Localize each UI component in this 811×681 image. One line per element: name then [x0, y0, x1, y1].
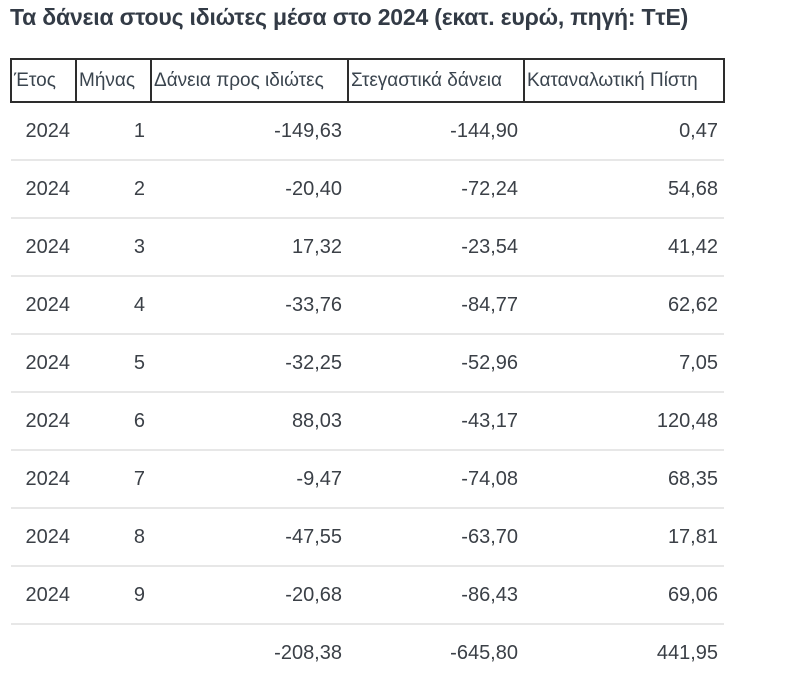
housing-loans-total-cell: -645,80 — [348, 623, 524, 681]
year-cell: 2024 — [11, 217, 76, 276]
private-loans-cell: 88,03 — [151, 391, 348, 450]
consumer-credit-cell: 69,06 — [524, 565, 724, 624]
col-header-year: Έτος — [10, 58, 77, 103]
private-loans-cell: -32,25 — [151, 333, 348, 392]
col-header-housing-loans: Στεγαστικά δάνεια — [347, 58, 525, 103]
private-loans-cell: -20,40 — [151, 159, 348, 218]
private-loans-cell: -33,76 — [151, 275, 348, 334]
private-loans-cell: -20,68 — [151, 565, 348, 624]
month-cell: 9 — [76, 565, 151, 624]
consumer-credit-total-cell: 441,95 — [524, 623, 724, 681]
table-row: 2024 8 -47,55 -63,70 17,81 — [11, 507, 724, 566]
housing-loans-cell: -72,24 — [348, 159, 524, 218]
year-cell: 2024 — [11, 507, 76, 566]
year-cell: 2024 — [11, 565, 76, 624]
month-cell: 4 — [76, 275, 151, 334]
year-cell: 2024 — [11, 449, 76, 508]
table-row: 2024 5 -32,25 -52,96 7,05 — [11, 333, 724, 392]
private-loans-cell: -9,47 — [151, 449, 348, 508]
col-header-private-loans: Δάνεια προς ιδιώτες — [150, 58, 349, 103]
housing-loans-cell: -63,70 — [348, 507, 524, 566]
consumer-credit-cell: 17,81 — [524, 507, 724, 566]
table-body: 2024 1 -149,63 -144,90 0,47 2024 2 -20,4… — [11, 102, 724, 681]
consumer-credit-cell: 41,42 — [524, 217, 724, 276]
loans-table: Έτος Μήνας Δάνεια προς ιδιώτες Στεγαστικ… — [10, 58, 725, 681]
consumer-credit-cell: 68,35 — [524, 449, 724, 508]
year-cell: 2024 — [11, 391, 76, 450]
table-row: 2024 6 88,03 -43,17 120,48 — [11, 391, 724, 450]
private-loans-cell: 17,32 — [151, 217, 348, 276]
housing-loans-cell: -52,96 — [348, 333, 524, 392]
table-row: 2024 2 -20,40 -72,24 54,68 — [11, 159, 724, 218]
housing-loans-cell: -74,08 — [348, 449, 524, 508]
month-cell: 7 — [76, 449, 151, 508]
month-cell: 2 — [76, 159, 151, 218]
month-cell: 5 — [76, 333, 151, 392]
housing-loans-cell: -23,54 — [348, 217, 524, 276]
housing-loans-cell: -144,90 — [450, 119, 518, 142]
table-row: 2024 3 17,32 -23,54 41,42 — [11, 217, 724, 276]
year-cell: 2024 — [25, 119, 71, 142]
year-cell — [11, 623, 76, 681]
table-row: 2024 9 -20,68 -86,43 69,06 — [11, 565, 724, 624]
table-row: 2024 7 -9,47 -74,08 68,35 — [11, 449, 724, 508]
private-loans-cell: -149,63 — [274, 119, 342, 142]
private-loans-total-cell: -208,38 — [151, 623, 348, 681]
consumer-credit-cell: 7,05 — [524, 333, 724, 392]
consumer-credit-cell: 120,48 — [524, 391, 724, 450]
housing-loans-cell: -84,77 — [348, 275, 524, 334]
month-cell: 8 — [76, 507, 151, 566]
page-title: Τα δάνεια στους ιδιώτες μέσα στο 2024 (ε… — [10, 4, 689, 30]
table-row: 2024 4 -33,76 -84,77 62,62 — [11, 275, 724, 334]
housing-loans-cell: -86,43 — [348, 565, 524, 624]
private-loans-cell: -47,55 — [151, 507, 348, 566]
month-cell: 6 — [76, 391, 151, 450]
year-cell: 2024 — [11, 275, 76, 334]
consumer-credit-cell: 54,68 — [524, 159, 724, 218]
header-row: Έτος Μήνας Δάνεια προς ιδιώτες Στεγαστικ… — [10, 58, 725, 103]
consumer-credit-cell: 62,62 — [524, 275, 724, 334]
year-cell: 2024 — [11, 333, 76, 392]
col-header-consumer-credit: Καταναλωτική Πίστη — [523, 58, 725, 103]
housing-loans-cell: -43,17 — [348, 391, 524, 450]
year-cell: 2024 — [11, 159, 76, 218]
consumer-credit-cell: 0,47 — [679, 119, 718, 142]
col-header-month: Μήνας — [75, 58, 152, 103]
month-cell — [76, 623, 151, 681]
month-cell: 3 — [76, 217, 151, 276]
table-row: 2024 1 -149,63 -144,90 0,47 — [11, 102, 724, 160]
totals-row: -208,38 -645,80 441,95 — [11, 623, 724, 681]
table-header: Έτος Μήνας Δάνεια προς ιδιώτες Στεγαστικ… — [10, 58, 725, 103]
month-cell: 1 — [133, 119, 145, 142]
